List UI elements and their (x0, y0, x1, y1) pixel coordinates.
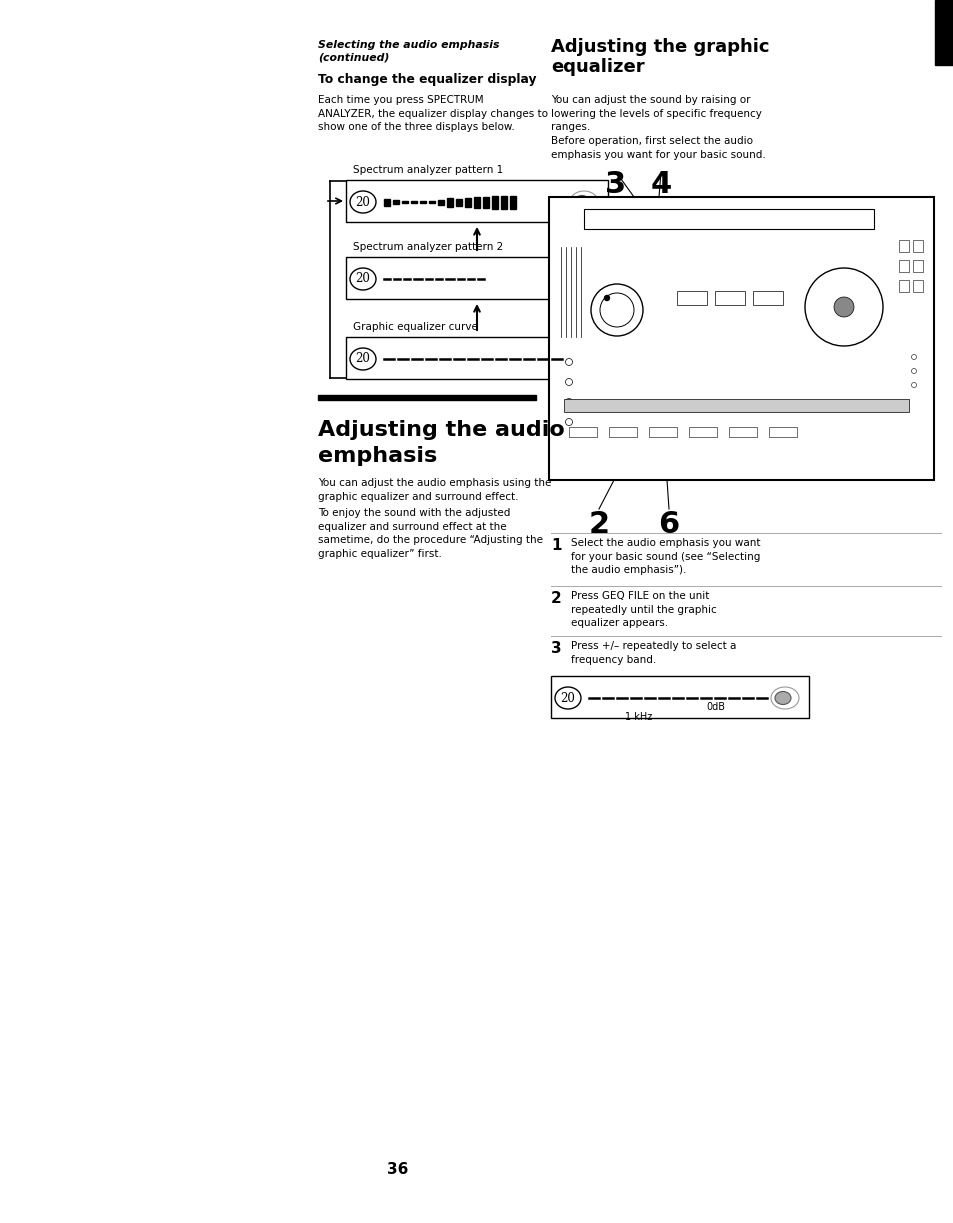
Bar (384, 198, 390, 205)
Bar (474, 197, 479, 208)
Text: Spectrum analyzer pattern 1: Spectrum analyzer pattern 1 (353, 165, 503, 175)
Bar (401, 201, 408, 203)
Text: You can adjust the audio emphasis using the
graphic equalizer and surround effec: You can adjust the audio emphasis using … (317, 478, 551, 501)
Text: Press +/– repeatedly to select a
frequency band.: Press +/– repeatedly to select a frequen… (571, 641, 736, 664)
Bar (411, 201, 416, 203)
Ellipse shape (574, 352, 589, 366)
Bar (317, 395, 536, 400)
Text: 4: 4 (650, 170, 671, 199)
Text: 2: 2 (551, 591, 561, 607)
Ellipse shape (565, 378, 572, 385)
Text: Adjusting the graphic: Adjusting the graphic (551, 38, 769, 56)
Ellipse shape (590, 284, 642, 336)
Bar (568, 427, 597, 437)
Text: emphasis: emphasis (317, 446, 436, 466)
Ellipse shape (774, 691, 790, 704)
Ellipse shape (770, 687, 799, 709)
Ellipse shape (350, 268, 375, 290)
Text: Graphic equalizer curve: Graphic equalizer curve (353, 322, 477, 331)
Bar (714, 291, 744, 305)
Ellipse shape (574, 196, 589, 208)
Ellipse shape (599, 294, 634, 327)
Text: (continued): (continued) (317, 53, 389, 64)
Text: Before operation, first select the audio
emphasis you want for your basic sound.: Before operation, first select the audio… (551, 136, 765, 159)
Bar (456, 198, 461, 205)
Text: You can adjust the sound by raising or
lowering the levels of specific frequency: You can adjust the sound by raising or l… (551, 95, 761, 132)
Text: 3: 3 (551, 641, 561, 656)
Text: 20: 20 (355, 352, 370, 366)
Text: 2: 2 (588, 510, 609, 539)
Bar (648, 427, 677, 437)
Ellipse shape (565, 358, 572, 366)
Ellipse shape (555, 687, 580, 709)
Text: Press GEQ FILE on the unit
repeatedly until the graphic
equalizer appears.: Press GEQ FILE on the unit repeatedly un… (571, 591, 716, 629)
Bar (898, 260, 908, 272)
Ellipse shape (910, 368, 916, 373)
Bar (548, 197, 933, 479)
Bar (551, 676, 808, 718)
Ellipse shape (604, 296, 609, 301)
Text: Select the audio emphasis you want
for your basic sound (see “Selecting
the audi: Select the audio emphasis you want for y… (571, 538, 760, 575)
Bar (510, 196, 516, 208)
Bar (898, 240, 908, 252)
Ellipse shape (565, 399, 572, 406)
Text: 6: 6 (658, 510, 679, 539)
Bar (419, 201, 426, 203)
Ellipse shape (350, 191, 375, 213)
Bar (482, 197, 489, 208)
Ellipse shape (910, 355, 916, 360)
Bar (934, 0, 953, 65)
Bar (492, 196, 497, 208)
Bar (429, 201, 435, 203)
Text: 20: 20 (355, 196, 370, 208)
Ellipse shape (574, 273, 589, 285)
Text: 20: 20 (355, 273, 370, 285)
Text: Spectrum analyzer pattern 2: Spectrum analyzer pattern 2 (353, 242, 503, 252)
Ellipse shape (910, 383, 916, 388)
Text: 20: 20 (560, 691, 575, 704)
Text: To enjoy the sound with the adjusted
equalizer and surround effect at the
sameti: To enjoy the sound with the adjusted equ… (317, 508, 542, 559)
Ellipse shape (569, 349, 598, 371)
Bar (768, 427, 796, 437)
Bar (464, 197, 471, 207)
Text: Adjusting the audio: Adjusting the audio (317, 419, 564, 440)
Ellipse shape (833, 297, 853, 317)
Bar (608, 427, 637, 437)
Text: 36: 36 (387, 1162, 408, 1177)
Ellipse shape (569, 191, 598, 213)
Bar (346, 338, 607, 379)
Text: 0dB: 0dB (705, 702, 724, 712)
Text: 1 kHz: 1 kHz (625, 712, 652, 722)
Ellipse shape (804, 268, 882, 346)
Bar (677, 291, 706, 305)
Text: 3: 3 (605, 170, 626, 199)
Bar (912, 280, 923, 292)
Bar (898, 280, 908, 292)
Bar (447, 197, 453, 207)
Text: Selecting the audio emphasis: Selecting the audio emphasis (317, 40, 499, 50)
Bar (437, 199, 443, 204)
Text: Each time you press SPECTRUM
ANALYZER, the equalizer display changes to
show one: Each time you press SPECTRUM ANALYZER, t… (317, 95, 547, 132)
Text: equalizer: equalizer (551, 57, 644, 76)
Bar (583, 209, 873, 229)
Text: To change the equalizer display: To change the equalizer display (317, 73, 536, 86)
Bar (346, 180, 607, 223)
Bar (393, 201, 398, 204)
Bar (688, 427, 717, 437)
Bar (346, 257, 607, 298)
Bar (728, 427, 757, 437)
Text: 1: 1 (551, 538, 561, 553)
Ellipse shape (565, 418, 572, 426)
Bar (912, 260, 923, 272)
Bar (752, 291, 782, 305)
Ellipse shape (350, 349, 375, 371)
Bar (500, 196, 506, 208)
Ellipse shape (569, 268, 598, 290)
Bar (912, 240, 923, 252)
Bar (563, 399, 908, 412)
